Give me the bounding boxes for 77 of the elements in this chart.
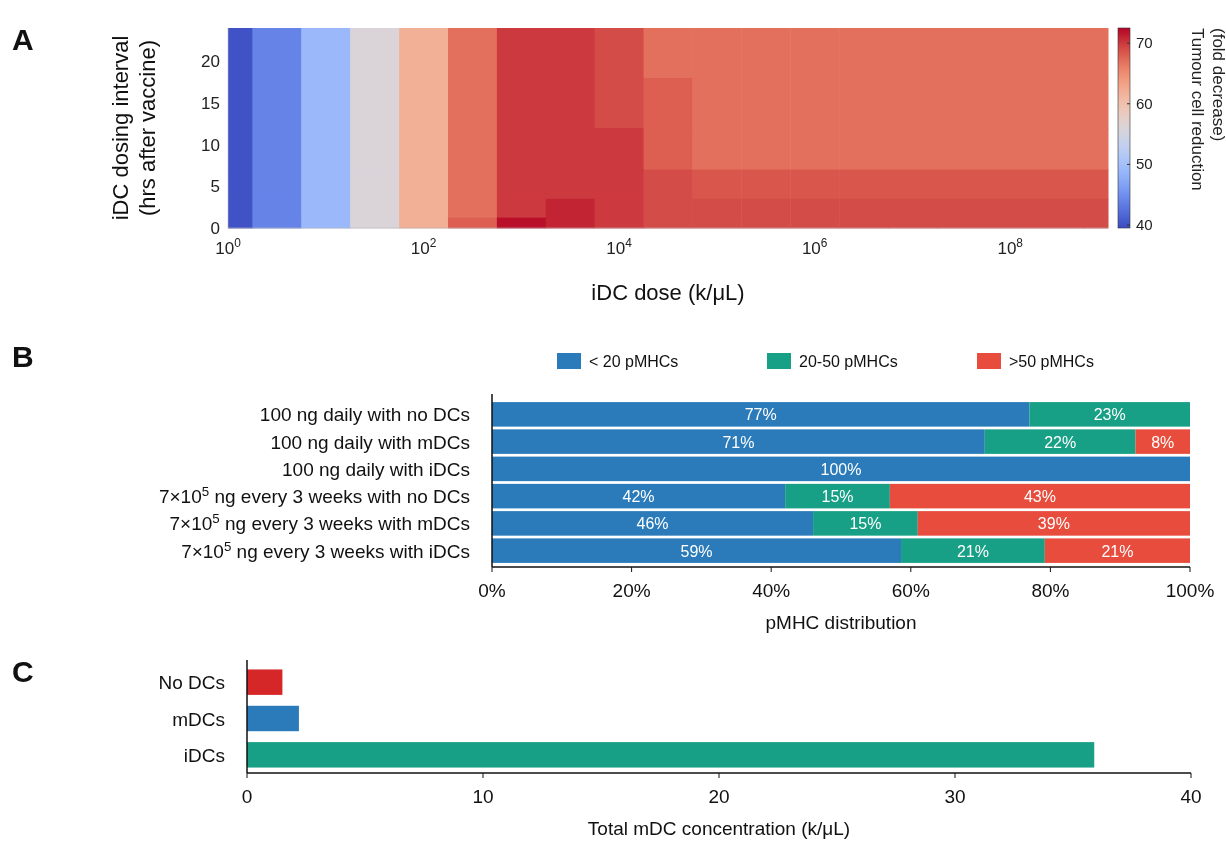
y-axis-title: iDC dosing interval (hrs after vaccine) [108, 35, 160, 221]
x-tick-label: 10$^{4}$ [606, 236, 633, 258]
x-axis-title: iDC dose (k/μL) [591, 280, 745, 305]
y-tick-label: 7×10$^{5}$ ng every 3 weeks with mDCs [169, 510, 470, 535]
x-tick-label: 20 [708, 786, 730, 807]
y-tick-label: 10 [201, 135, 220, 155]
y-tick-label: 100 ng daily with iDCs [282, 458, 470, 480]
bar [889, 483, 1190, 509]
color-bar-label: 50 [1136, 155, 1153, 173]
bar [917, 511, 1190, 536]
bar [492, 483, 786, 509]
bar [492, 456, 1190, 482]
x-tick-label: 30 [944, 786, 966, 807]
x-tick-label: 60% [891, 580, 930, 601]
x-axis-title: pMHC distribution [765, 612, 917, 633]
x-tick-label: 100% [1165, 580, 1215, 601]
x-tick-label: 40% [752, 580, 791, 601]
bar [492, 429, 985, 454]
data-label: 46% [636, 515, 669, 533]
bar [785, 483, 890, 509]
data-label: 43% [1023, 488, 1056, 506]
data-label: 22% [1044, 433, 1077, 451]
x-axis-title: Total mDC concentration (k/μL) [587, 818, 851, 839]
bar [247, 669, 283, 695]
legend-label: 20-50 pMHCs [799, 353, 898, 370]
bar [1029, 402, 1190, 427]
x-tick-label: 20% [612, 580, 651, 601]
bar [247, 742, 1095, 768]
data-label: 39% [1037, 515, 1070, 533]
text: B [12, 340, 34, 373]
y-tick-label: 7×10$^{5}$ ng every 3 weeks with no DCs [158, 483, 470, 508]
data-label: 21% [956, 542, 989, 560]
x-tick-label: 10$^{2}$ [410, 236, 437, 258]
data-label: 21% [1101, 542, 1134, 560]
bar [1044, 538, 1190, 563]
x-tick-label: 10$^{0}$ [215, 236, 242, 258]
y-tick-label: 20 [201, 52, 220, 72]
y-tick-label: 0 [210, 219, 220, 238]
legend-label: >50 pMHCs [1009, 353, 1094, 370]
bar [813, 511, 918, 536]
data-label: 42% [622, 488, 655, 506]
x-tick-label: 80% [1031, 580, 1070, 601]
data-label: 77% [744, 406, 777, 424]
data-label: 100% [820, 460, 862, 478]
x-tick-label: 40 [1180, 786, 1202, 807]
bar [901, 538, 1045, 563]
x-tick-label: 0% [478, 580, 506, 601]
y-tick-label: mDCs [172, 708, 225, 730]
bar [492, 402, 1030, 427]
text: C [12, 655, 34, 688]
bar [492, 511, 814, 536]
y-tick-label: 5 [210, 177, 220, 197]
y-tick-label: No DCs [158, 672, 225, 694]
data-label: 15% [821, 488, 854, 506]
color-bar-label: 40 [1136, 215, 1153, 233]
legend-label: < 20 pMHCs [589, 353, 679, 370]
bar [492, 538, 902, 563]
data-label: 8% [1151, 433, 1175, 451]
y-tick-label: 7×10$^{5}$ ng every 3 weeks with iDCs [181, 538, 470, 562]
text: A [12, 23, 34, 56]
color-bar-label: 70 [1136, 34, 1153, 52]
data-label: 59% [680, 542, 713, 560]
color-bar-label: 60 [1136, 94, 1153, 112]
y-tick-label: 15 [201, 94, 220, 113]
bar [247, 705, 299, 732]
x-tick-label: 0 [241, 786, 253, 807]
data-label: 71% [722, 433, 755, 451]
x-tick-label: 10 [472, 786, 494, 807]
y-tick-label: iDCs [183, 744, 225, 766]
x-tick-label: 10$^{6}$ [801, 236, 828, 258]
x-tick-label: 10$^{8}$ [997, 236, 1024, 258]
data-label: 15% [849, 515, 882, 533]
bar [984, 429, 1136, 454]
y-tick-label: 100 ng daily with mDCs [270, 431, 470, 453]
color-bar-title: Tumour cell reduction (fold decrease) [1188, 28, 1226, 191]
y-tick-label: 100 ng daily with no DCs [259, 404, 470, 426]
data-label: 23% [1093, 406, 1126, 424]
